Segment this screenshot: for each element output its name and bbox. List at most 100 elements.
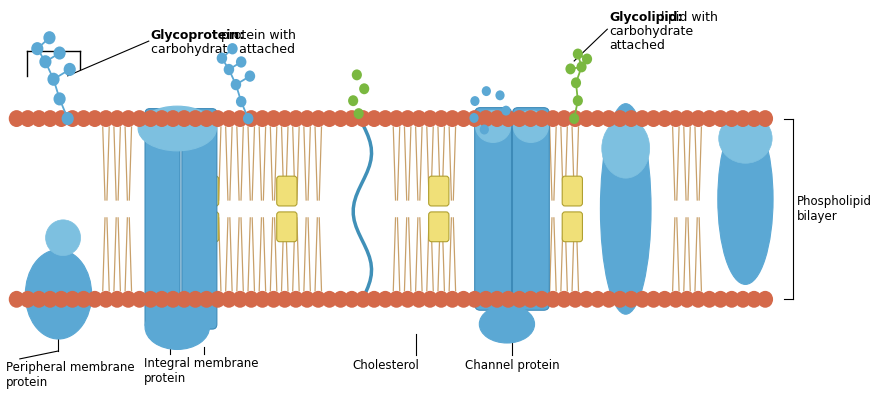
Circle shape: [713, 110, 728, 127]
Circle shape: [359, 83, 369, 94]
Circle shape: [9, 110, 24, 127]
Circle shape: [702, 291, 717, 308]
Circle shape: [500, 291, 516, 308]
Text: carbohydrate: carbohydrate: [609, 25, 693, 38]
Ellipse shape: [476, 111, 511, 142]
Circle shape: [165, 110, 181, 127]
Text: Phospholipid
bilayer: Phospholipid bilayer: [797, 195, 872, 223]
Circle shape: [61, 112, 74, 125]
Circle shape: [657, 291, 673, 308]
Circle shape: [512, 110, 528, 127]
Circle shape: [64, 63, 76, 76]
Circle shape: [578, 110, 594, 127]
Circle shape: [735, 110, 751, 127]
Circle shape: [634, 291, 650, 308]
Ellipse shape: [480, 305, 535, 343]
Circle shape: [121, 110, 136, 127]
Circle shape: [512, 291, 528, 308]
FancyBboxPatch shape: [145, 109, 180, 329]
Circle shape: [573, 95, 583, 106]
Circle shape: [444, 291, 460, 308]
Circle shape: [367, 110, 382, 127]
Circle shape: [224, 64, 234, 75]
Circle shape: [352, 70, 362, 80]
Circle shape: [501, 106, 511, 116]
Circle shape: [690, 291, 706, 308]
FancyBboxPatch shape: [429, 176, 449, 206]
Circle shape: [154, 291, 170, 308]
Circle shape: [735, 291, 751, 308]
Ellipse shape: [46, 220, 80, 256]
Circle shape: [131, 110, 147, 127]
Circle shape: [623, 110, 639, 127]
Circle shape: [423, 291, 438, 308]
Circle shape: [65, 291, 80, 308]
Circle shape: [299, 291, 315, 308]
Circle shape: [573, 48, 583, 60]
Circle shape: [495, 90, 505, 100]
Circle shape: [31, 291, 46, 308]
Circle shape: [53, 291, 69, 308]
Circle shape: [232, 291, 248, 308]
Circle shape: [444, 110, 460, 127]
Circle shape: [355, 110, 371, 127]
Circle shape: [31, 110, 46, 127]
Circle shape: [377, 110, 393, 127]
FancyBboxPatch shape: [276, 176, 297, 206]
Text: lipid with: lipid with: [657, 11, 718, 24]
Circle shape: [276, 291, 292, 308]
Ellipse shape: [600, 104, 651, 314]
Circle shape: [9, 291, 24, 308]
Circle shape: [534, 291, 550, 308]
Circle shape: [646, 291, 662, 308]
Circle shape: [121, 291, 136, 308]
Circle shape: [143, 110, 158, 127]
Circle shape: [332, 291, 348, 308]
Ellipse shape: [718, 114, 774, 284]
Circle shape: [199, 110, 214, 127]
Circle shape: [612, 110, 627, 127]
Circle shape: [98, 110, 114, 127]
Circle shape: [568, 291, 583, 308]
Circle shape: [210, 291, 226, 308]
Circle shape: [187, 110, 203, 127]
Circle shape: [187, 291, 203, 308]
Ellipse shape: [602, 118, 649, 178]
Circle shape: [467, 291, 482, 308]
Circle shape: [53, 110, 69, 127]
Text: Integral membrane
protein: Integral membrane protein: [144, 357, 259, 385]
Circle shape: [569, 113, 579, 124]
Circle shape: [354, 108, 364, 119]
Circle shape: [545, 291, 561, 308]
Circle shape: [679, 110, 695, 127]
Circle shape: [545, 110, 561, 127]
Circle shape: [236, 56, 247, 68]
Circle shape: [98, 291, 114, 308]
Circle shape: [577, 62, 586, 72]
Circle shape: [231, 79, 242, 90]
FancyBboxPatch shape: [429, 212, 449, 242]
Circle shape: [255, 291, 270, 308]
Ellipse shape: [514, 111, 549, 142]
Circle shape: [377, 291, 393, 308]
FancyBboxPatch shape: [276, 212, 297, 242]
Circle shape: [400, 110, 416, 127]
Circle shape: [724, 291, 739, 308]
Text: protein with: protein with: [217, 29, 296, 42]
Text: Glycolipid:: Glycolipid:: [609, 11, 683, 24]
Circle shape: [746, 291, 762, 308]
Circle shape: [702, 110, 717, 127]
Circle shape: [87, 110, 102, 127]
Circle shape: [601, 110, 617, 127]
Circle shape: [367, 291, 382, 308]
Circle shape: [311, 110, 326, 127]
Circle shape: [456, 110, 472, 127]
Circle shape: [344, 110, 360, 127]
Circle shape: [690, 110, 706, 127]
Circle shape: [255, 110, 270, 127]
Circle shape: [746, 110, 762, 127]
Circle shape: [758, 110, 774, 127]
FancyBboxPatch shape: [199, 212, 219, 242]
Circle shape: [582, 54, 592, 64]
Circle shape: [411, 110, 427, 127]
